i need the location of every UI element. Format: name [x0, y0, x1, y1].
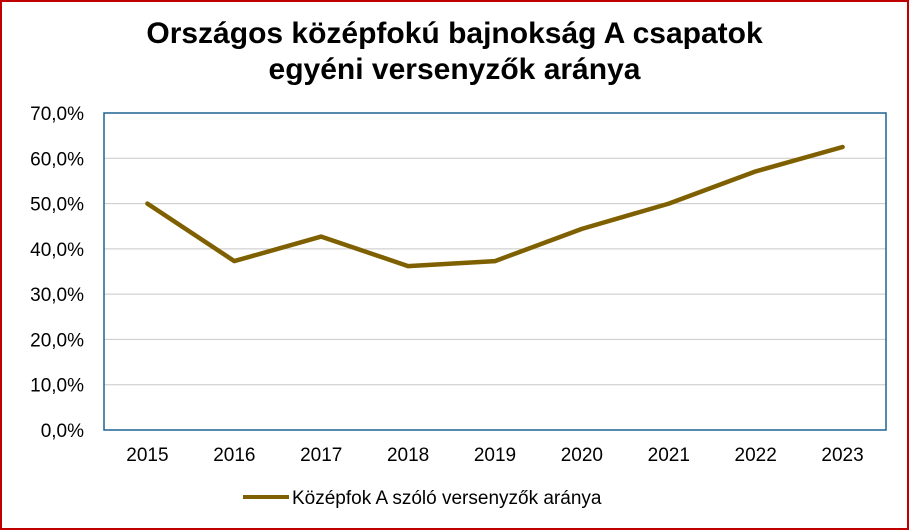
- chart-title: Országos középfokú bajnokság A csapatok …: [0, 16, 909, 88]
- y-tick-label: 70,0%: [30, 104, 84, 125]
- x-tick-label: 2018: [387, 445, 429, 466]
- x-tick-label: 2015: [126, 445, 168, 466]
- x-tick-label: 2019: [474, 445, 516, 466]
- y-tick-label: 20,0%: [30, 330, 84, 351]
- y-tick-label: 50,0%: [30, 195, 84, 216]
- y-tick-label: 40,0%: [30, 240, 84, 261]
- y-tick-label: 10,0%: [30, 376, 84, 397]
- x-tick-label: 2020: [561, 445, 603, 466]
- gridlines: [104, 157, 886, 386]
- x-tick-label: 2017: [300, 445, 342, 466]
- y-tick-label: 0,0%: [41, 421, 84, 442]
- y-tick-label: 30,0%: [30, 285, 84, 306]
- chart-title-line-2: egyéni versenyzők aránya: [268, 53, 641, 86]
- legend-label: Középfok A szóló versenyzők aránya: [292, 488, 602, 509]
- legend: Középfok A szóló versenyzők aránya: [243, 488, 602, 509]
- x-tick-label: 2023: [821, 445, 863, 466]
- series-line: [145, 144, 845, 269]
- plot-area-border: [103, 112, 887, 431]
- y-axis-tick-labels: 0,0% 10,0% 20,0% 30,0% 40,0% 50,0% 60,0% 70,0%: [30, 104, 84, 442]
- chart-title-line-1: Országos középfokú bajnokság A csapatok: [146, 17, 763, 50]
- x-tick-label: 2022: [735, 445, 777, 466]
- x-axis-tick-labels: 2015 2016 2017 2018 2019 2020 2021 2022 2023: [126, 445, 863, 466]
- data-series: [145, 144, 845, 269]
- x-tick-label: 2016: [213, 445, 255, 466]
- y-tick-label: 60,0%: [30, 149, 84, 170]
- x-tick-label: 2021: [648, 445, 690, 466]
